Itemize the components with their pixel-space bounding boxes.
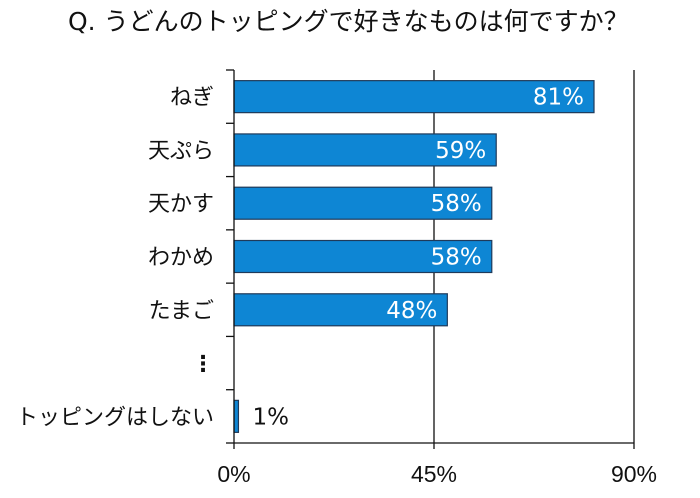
data-label: 48%: [386, 298, 437, 324]
category-label: わかめ: [148, 246, 214, 271]
bar: [233, 293, 448, 327]
category-label: トッピングはしない: [16, 405, 214, 430]
data-label: 81%: [533, 85, 584, 111]
bar: [233, 133, 497, 167]
data-label: 58%: [431, 191, 482, 217]
category-label: 天かす: [148, 192, 214, 217]
category-label: ねぎ: [170, 86, 214, 111]
x-tick-label: 0%: [217, 461, 250, 487]
data-label: 58%: [431, 245, 482, 271]
data-label: 1%: [252, 404, 289, 430]
data-label: 59%: [435, 138, 486, 164]
bar: [233, 399, 240, 433]
category-label: ⋮: [192, 352, 214, 377]
x-tick-label: 45%: [411, 461, 457, 487]
category-label: たまご: [149, 299, 214, 324]
category-label: 天ぷら: [148, 139, 214, 164]
chart-title: Q. うどんのトッピングで好きなものは何ですか？: [68, 7, 629, 36]
x-tick-label: 90%: [611, 461, 657, 487]
